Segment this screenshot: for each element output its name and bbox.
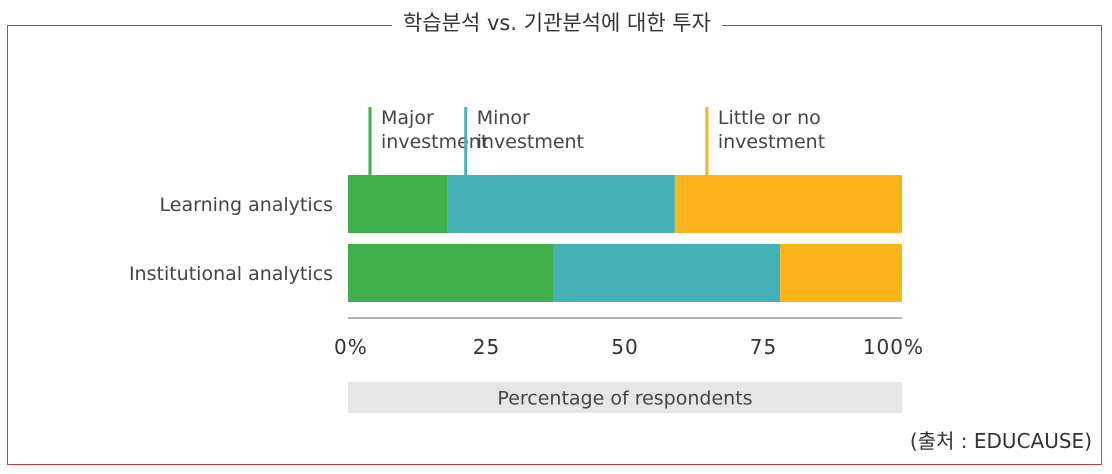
bars <box>348 175 902 302</box>
x-axis: 0% 25 50 75 100% <box>334 317 924 359</box>
x-tick-label-0: 0% <box>334 335 368 359</box>
category-label-learning-analytics: Learning analytics <box>160 194 333 216</box>
source-note: (출처 : EDUCAUSE) <box>909 429 1092 453</box>
bar-institutional-analytics-major-investment <box>348 244 553 302</box>
chart-title: 학습분석 vs. 기관분석에 대한 투자 <box>392 6 722 40</box>
x-tick-label-100: 100% <box>863 335 924 359</box>
x-tick-label-75: 75 <box>750 335 777 359</box>
x-tick-label-50: 50 <box>611 335 638 359</box>
legend-label-minor-investment: Minor investment <box>477 107 584 153</box>
x-tick-label-25: 25 <box>473 335 500 359</box>
bar-learning-analytics-little-or-no-investment <box>674 175 902 233</box>
bar-learning-analytics-minor-investment <box>447 175 675 233</box>
bar-learning-analytics-major-investment <box>348 175 448 233</box>
x-axis-title-background <box>348 382 902 413</box>
bar-institutional-analytics-little-or-no-investment <box>780 244 902 302</box>
legend-label-major-investment: Major investment <box>381 107 488 153</box>
x-axis-title-text: Percentage of respondents <box>497 388 752 410</box>
category-labels: Learning analytics Institutional analytic… <box>129 194 333 285</box>
legend-label-little-or-no-investment: Little or no investment <box>718 107 825 153</box>
bar-institutional-analytics-minor-investment <box>552 244 781 302</box>
x-axis-title: Percentage of respondents <box>348 382 902 413</box>
category-label-institutional-analytics: Institutional analytics <box>129 263 333 285</box>
